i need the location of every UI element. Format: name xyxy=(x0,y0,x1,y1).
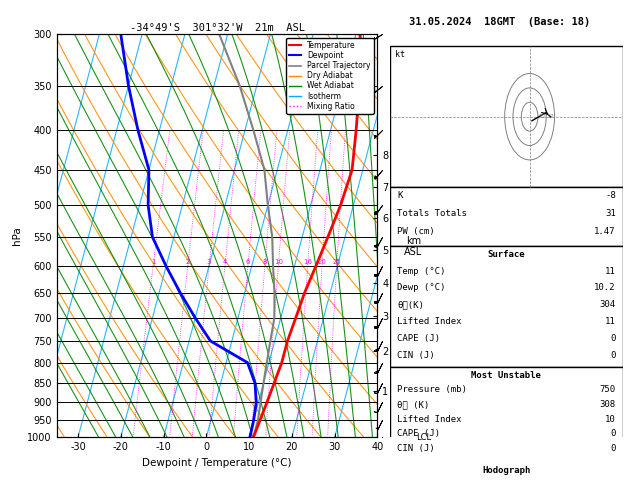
Text: Totals Totals: Totals Totals xyxy=(397,209,467,218)
Text: 10: 10 xyxy=(274,259,283,265)
Text: Dewp (°C): Dewp (°C) xyxy=(397,283,445,293)
Text: 11: 11 xyxy=(605,317,616,326)
Bar xyxy=(390,462,623,486)
Text: 0: 0 xyxy=(610,429,616,438)
Text: 304: 304 xyxy=(599,300,616,309)
Text: θᴇ(K): θᴇ(K) xyxy=(397,300,424,309)
Text: Hodograph: Hodograph xyxy=(482,466,530,475)
Text: 308: 308 xyxy=(599,400,616,409)
Text: 0: 0 xyxy=(610,351,616,360)
Y-axis label: hPa: hPa xyxy=(12,226,21,245)
Text: 3: 3 xyxy=(207,259,211,265)
X-axis label: Dewpoint / Temperature (°C): Dewpoint / Temperature (°C) xyxy=(142,458,292,468)
Text: 10: 10 xyxy=(605,415,616,424)
Bar xyxy=(390,187,623,246)
Text: 20: 20 xyxy=(318,259,326,265)
Text: 1: 1 xyxy=(151,259,155,265)
Bar xyxy=(390,367,623,462)
Bar xyxy=(390,246,623,367)
Text: 25: 25 xyxy=(332,259,341,265)
Text: LCL: LCL xyxy=(416,433,431,442)
Text: 31: 31 xyxy=(605,209,616,218)
Text: 12: 12 xyxy=(546,114,554,119)
Text: 6: 6 xyxy=(246,259,250,265)
Text: PW (cm): PW (cm) xyxy=(397,227,435,236)
Text: 11: 11 xyxy=(605,267,616,276)
Text: 4: 4 xyxy=(223,259,227,265)
Text: Pressure (mb): Pressure (mb) xyxy=(397,385,467,395)
Text: -8: -8 xyxy=(605,191,616,200)
Text: kt: kt xyxy=(394,50,404,59)
Bar xyxy=(390,46,623,187)
Text: 0: 0 xyxy=(610,334,616,343)
Text: Lifted Index: Lifted Index xyxy=(397,415,462,424)
Text: Most Unstable: Most Unstable xyxy=(471,371,542,380)
Text: Lifted Index: Lifted Index xyxy=(397,317,462,326)
Text: CIN (J): CIN (J) xyxy=(397,444,435,453)
Text: 2: 2 xyxy=(186,259,190,265)
Text: Surface: Surface xyxy=(487,250,525,259)
Text: 31.05.2024  18GMT  (Base: 18): 31.05.2024 18GMT (Base: 18) xyxy=(409,17,591,27)
Text: K: K xyxy=(397,191,403,200)
Text: Temp (°C): Temp (°C) xyxy=(397,267,445,276)
Text: 1.47: 1.47 xyxy=(594,227,616,236)
Text: 16: 16 xyxy=(303,259,312,265)
Y-axis label: km
ASL: km ASL xyxy=(404,236,423,257)
Text: 10.2: 10.2 xyxy=(594,283,616,293)
Title: -34°49'S  301°32'W  21m  ASL: -34°49'S 301°32'W 21m ASL xyxy=(130,23,304,33)
Text: CIN (J): CIN (J) xyxy=(397,351,435,360)
Text: 8: 8 xyxy=(262,259,267,265)
Text: CAPE (J): CAPE (J) xyxy=(397,429,440,438)
Text: CAPE (J): CAPE (J) xyxy=(397,334,440,343)
Text: 750: 750 xyxy=(599,385,616,395)
Legend: Temperature, Dewpoint, Parcel Trajectory, Dry Adiabat, Wet Adiabat, Isotherm, Mi: Temperature, Dewpoint, Parcel Trajectory… xyxy=(286,38,374,114)
Text: θᴇ (K): θᴇ (K) xyxy=(397,400,429,409)
Text: 12: 12 xyxy=(538,114,546,119)
Text: 0: 0 xyxy=(610,444,616,453)
